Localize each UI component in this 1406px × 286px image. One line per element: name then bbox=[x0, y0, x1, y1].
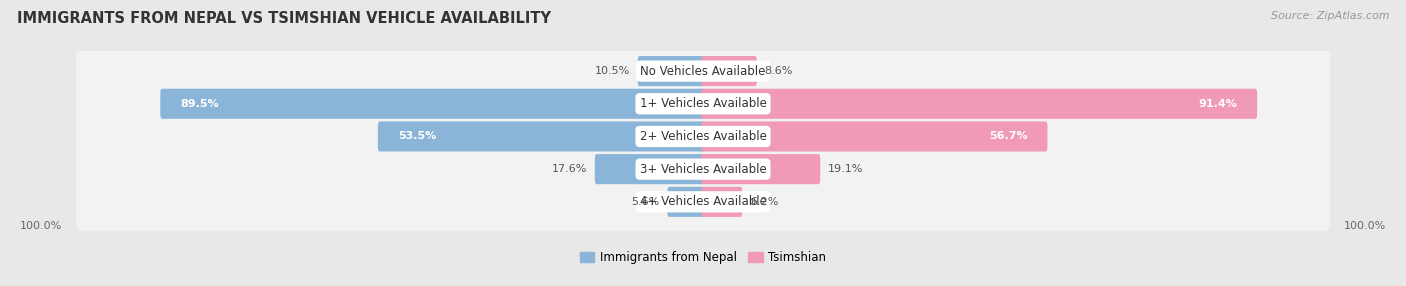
Text: No Vehicles Available: No Vehicles Available bbox=[640, 65, 766, 78]
FancyBboxPatch shape bbox=[702, 56, 756, 86]
FancyBboxPatch shape bbox=[76, 107, 1330, 166]
Text: 56.7%: 56.7% bbox=[988, 132, 1028, 142]
FancyBboxPatch shape bbox=[76, 140, 1330, 198]
FancyBboxPatch shape bbox=[702, 122, 1047, 152]
FancyBboxPatch shape bbox=[76, 75, 1330, 133]
Text: 100.0%: 100.0% bbox=[1344, 221, 1386, 231]
FancyBboxPatch shape bbox=[702, 89, 1257, 119]
Text: 89.5%: 89.5% bbox=[180, 99, 219, 109]
Text: 8.6%: 8.6% bbox=[765, 66, 793, 76]
FancyBboxPatch shape bbox=[638, 56, 704, 86]
Text: 5.6%: 5.6% bbox=[631, 197, 659, 207]
Text: 6.2%: 6.2% bbox=[751, 197, 779, 207]
FancyBboxPatch shape bbox=[702, 154, 820, 184]
FancyBboxPatch shape bbox=[76, 173, 1330, 231]
Text: IMMIGRANTS FROM NEPAL VS TSIMSHIAN VEHICLE AVAILABILITY: IMMIGRANTS FROM NEPAL VS TSIMSHIAN VEHIC… bbox=[17, 11, 551, 26]
FancyBboxPatch shape bbox=[595, 154, 704, 184]
FancyBboxPatch shape bbox=[702, 187, 742, 217]
Legend: Immigrants from Nepal, Tsimshian: Immigrants from Nepal, Tsimshian bbox=[575, 247, 831, 269]
FancyBboxPatch shape bbox=[668, 187, 704, 217]
FancyBboxPatch shape bbox=[160, 89, 704, 119]
FancyBboxPatch shape bbox=[76, 42, 1330, 100]
Text: 1+ Vehicles Available: 1+ Vehicles Available bbox=[640, 97, 766, 110]
FancyBboxPatch shape bbox=[378, 122, 704, 152]
Text: 100.0%: 100.0% bbox=[20, 221, 62, 231]
Text: 53.5%: 53.5% bbox=[398, 132, 436, 142]
Text: 2+ Vehicles Available: 2+ Vehicles Available bbox=[640, 130, 766, 143]
Text: 3+ Vehicles Available: 3+ Vehicles Available bbox=[640, 163, 766, 176]
Text: 10.5%: 10.5% bbox=[595, 66, 630, 76]
Text: 4+ Vehicles Available: 4+ Vehicles Available bbox=[640, 195, 766, 208]
Text: 91.4%: 91.4% bbox=[1198, 99, 1237, 109]
Text: Source: ZipAtlas.com: Source: ZipAtlas.com bbox=[1271, 11, 1389, 21]
Text: 19.1%: 19.1% bbox=[828, 164, 863, 174]
Text: 17.6%: 17.6% bbox=[551, 164, 586, 174]
